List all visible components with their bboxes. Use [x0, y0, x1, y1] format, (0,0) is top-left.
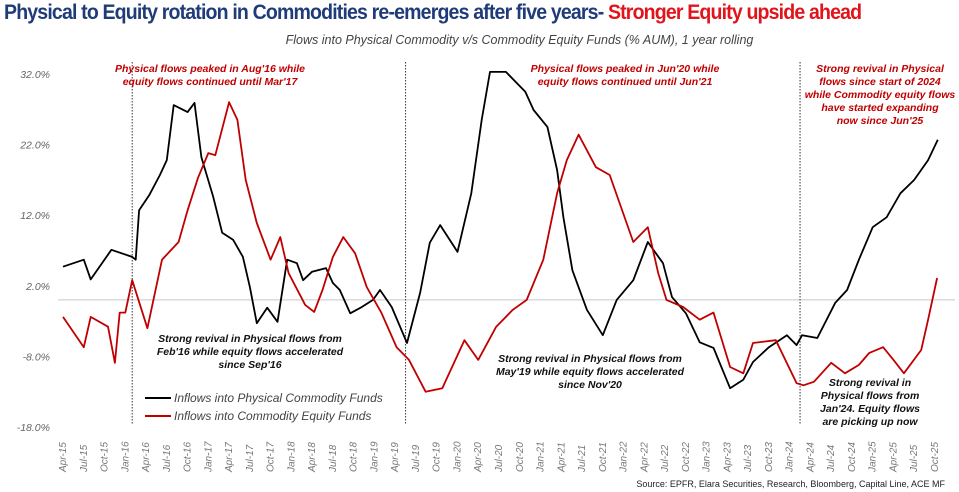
x-tick-label: Jan-23 — [702, 441, 713, 473]
x-tick-label: Jul-22 — [660, 444, 671, 473]
annotation-may19-revival: Strong revival in Physical flows from May… — [495, 353, 685, 391]
x-tick-label: Jan-24 — [785, 441, 796, 473]
x-tick-label: Apr-18 — [307, 442, 318, 473]
x-tick-label: Jul-18 — [328, 444, 339, 473]
x-tick-label: Apr-24 — [805, 442, 816, 473]
y-tick-label: -8.0% — [23, 351, 50, 363]
x-tick-label: Jan-17 — [203, 441, 214, 473]
x-tick-label: Apr-23 — [722, 442, 733, 473]
x-tick-label: Jul-15 — [79, 444, 90, 473]
x-tick-label: Jul-23 — [743, 444, 754, 473]
x-tick-label: Oct-17 — [266, 442, 277, 472]
x-tick-label: Apr-16 — [141, 442, 152, 473]
legend-swatch-black — [145, 397, 171, 399]
x-tick-label: Jul-17 — [245, 444, 256, 473]
legend-item-equity: Inflows into Commodity Equity Funds — [145, 409, 371, 423]
legend-item-physical: Inflows into Physical Commodity Funds — [145, 391, 383, 405]
y-tick-label: -18.0% — [17, 422, 50, 434]
x-tick-label: Apr-25 — [888, 442, 899, 473]
x-tick-label: Apr-19 — [390, 442, 401, 473]
chart-title: Flows into Physical Commodity v/s Commod… — [285, 33, 754, 47]
x-tick-label: Oct-19 — [432, 442, 443, 472]
y-tick-label: 2.0% — [25, 281, 50, 293]
x-tick-label: Oct-20 — [515, 442, 526, 472]
annotation-feb16-revival: Strong revival in Physical flows from Feb… — [156, 333, 344, 371]
physical-flows-line — [62, 71, 939, 390]
x-tick-label: Oct-21 — [598, 442, 609, 472]
x-tick-label: Oct-24 — [847, 442, 858, 472]
source-note: Source: EPFR, Elara Securities, Research… — [636, 479, 945, 489]
x-tick-label: Jan-16 — [120, 441, 131, 473]
x-tick-label: Jul-20 — [494, 444, 505, 473]
x-tick-label: Oct-15 — [100, 442, 111, 472]
x-tick-label: Oct-16 — [183, 442, 194, 472]
x-tick-label: Jan-21 — [536, 441, 547, 473]
x-tick-label: Jul-16 — [162, 444, 173, 473]
x-tick-label: Oct-23 — [764, 442, 775, 472]
x-tick-label: Oct-25 — [930, 442, 941, 472]
x-tick-label: Jan-20 — [452, 441, 463, 473]
x-tick-label: Jul-25 — [909, 444, 920, 473]
x-tick-label: Apr-21 — [556, 442, 567, 473]
x-tick-label: Jul-19 — [411, 444, 422, 473]
x-tick-label: Jul-21 — [577, 445, 588, 473]
x-tick-label: Apr-22 — [639, 442, 650, 473]
annotation-jun20-peak: Physical flows peaked in Jun'20 while equ… — [530, 63, 720, 88]
y-tick-label: 22.0% — [19, 140, 50, 152]
annotation-2024-revival: Strong revival in Physical flows since st… — [804, 63, 956, 127]
y-tick-label: 12.0% — [20, 210, 50, 222]
legend-swatch-red — [145, 415, 171, 417]
y-tick-label: 32.0% — [20, 69, 50, 81]
x-tick-label: Jan-19 — [369, 441, 380, 473]
page-title: Physical to Equity rotation in Commoditi… — [4, 1, 862, 24]
x-tick-label: Apr-20 — [473, 442, 484, 473]
x-tick-label: Oct-18 — [349, 442, 360, 472]
x-tick-label: Jan-25 — [868, 441, 879, 473]
equity-flows-line — [62, 101, 938, 393]
x-tick-label: Apr-17 — [224, 442, 235, 473]
x-tick-label: Oct-22 — [681, 442, 692, 472]
annotation-jan24-revival: Strong revival in Physical flows from Jan'… — [820, 377, 920, 428]
annotation-aug16-peak: Physical flows peaked in Aug'16 while equ… — [115, 63, 305, 88]
x-tick-label: Jan-22 — [619, 441, 630, 473]
x-tick-label: Apr-15 — [58, 442, 69, 473]
x-tick-label: Jan-18 — [286, 441, 297, 473]
x-tick-label: Jul-24 — [826, 444, 837, 473]
